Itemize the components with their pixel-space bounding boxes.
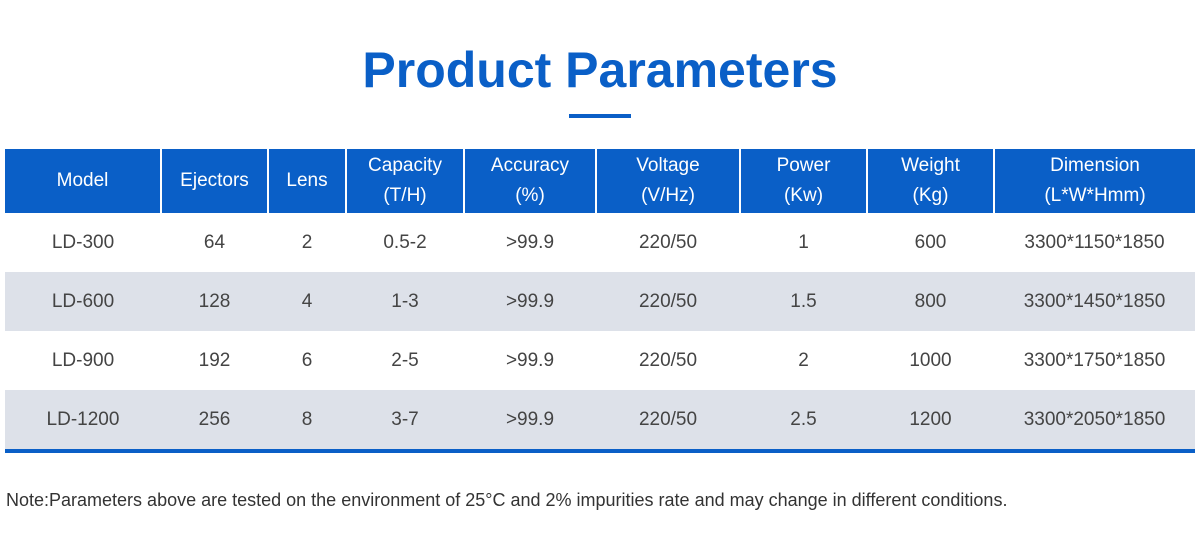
cell-power: 2: [798, 349, 809, 371]
cell-lens: 2: [301, 231, 313, 253]
table-header-row: Model Ejectors Lens Capacity (T/H) Accura…: [5, 149, 1195, 213]
header-weight: Weight (Kg): [866, 149, 994, 213]
cell-ejectors: 128: [161, 272, 268, 331]
cell-dimension: 3300*1750*1850: [1023, 349, 1166, 371]
parameters-table: Model Ejectors Lens Capacity (T/H) Accura…: [5, 149, 1195, 453]
cell-accuracy: >99.9: [505, 231, 555, 253]
cell-lens: 8: [268, 390, 346, 453]
header-capacity: Capacity (T/H): [345, 149, 464, 213]
cell-dimension: 3300*1150*1850: [1024, 231, 1165, 253]
cell-model: LD-900: [51, 349, 115, 371]
cell-accuracy: >99.9: [505, 349, 555, 371]
cell-model: LD-300: [51, 231, 115, 253]
header-voltage: Voltage (V/Hz): [595, 149, 740, 213]
cell-model: LD-1200: [5, 390, 161, 453]
cell-lens: 6: [301, 349, 313, 371]
header-power: Power (Kw): [739, 149, 867, 213]
cell-weight: 600: [914, 231, 947, 253]
cell-model: LD-600: [5, 272, 161, 331]
header-model: Model: [5, 149, 161, 213]
cell-voltage: 220/50: [596, 390, 740, 453]
cell-power: 2.5: [740, 390, 867, 453]
table-row: LD-600 128 4 1-3 >99.9 220/50 1.5 800 33…: [5, 272, 1195, 331]
cell-ejectors: 64: [203, 231, 226, 253]
cell-capacity: 3-7: [346, 390, 464, 453]
cell-voltage: 220/50: [638, 231, 698, 253]
cell-weight: 800: [867, 272, 994, 331]
cell-lens: 4: [268, 272, 346, 331]
table-row: LD-900 192 6 2-5 >99.9 220/50 2 1000 330…: [5, 331, 1195, 390]
header-ejectors: Ejectors: [160, 149, 268, 213]
cell-dimension: 3300*2050*1850: [994, 390, 1195, 453]
cell-weight: 1000: [909, 349, 952, 371]
cell-weight: 1200: [867, 390, 994, 453]
table-row: LD-1200 256 8 3-7 >99.9 220/50 2.5 1200 …: [5, 390, 1195, 453]
cell-power: 1.5: [740, 272, 867, 331]
header-accuracy: Accuracy (%): [463, 149, 596, 213]
cell-ejectors: 192: [198, 349, 231, 371]
cell-capacity: 1-3: [346, 272, 464, 331]
cell-accuracy: >99.9: [464, 390, 596, 453]
cell-power: 1: [798, 231, 809, 253]
cell-voltage: 220/50: [596, 272, 740, 331]
page-title: Product Parameters: [362, 42, 838, 98]
cell-capacity: 0.5-2: [383, 231, 427, 253]
cell-dimension: 3300*1450*1850: [994, 272, 1195, 331]
cell-ejectors: 256: [161, 390, 268, 453]
cell-voltage: 220/50: [638, 349, 698, 371]
cell-accuracy: >99.9: [464, 272, 596, 331]
footnote: Note:Parameters above are tested on the …: [6, 490, 1008, 510]
header-dimension: Dimension (L*W*Hmm): [993, 149, 1195, 213]
header-lens: Lens: [267, 149, 346, 213]
title-underline: [569, 114, 631, 118]
table-row: LD-300 64 2 0.5-2 >99.9 220/50 1 600 330…: [5, 213, 1195, 272]
cell-capacity: 2-5: [391, 349, 419, 371]
